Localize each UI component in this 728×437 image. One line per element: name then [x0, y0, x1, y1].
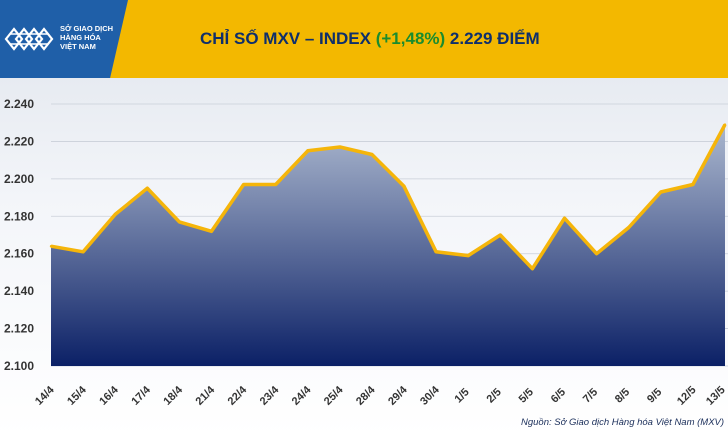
x-tick-label: 6/5 [549, 386, 568, 405]
y-tick-label: 2.180 [4, 209, 34, 223]
title-value: 2.229 ĐIỂM [449, 29, 540, 48]
area-layer [49, 123, 727, 366]
data-point [242, 183, 245, 186]
data-point [178, 220, 181, 224]
y-tick-label: 2.120 [4, 322, 34, 336]
title-change: (+1,48%) [375, 29, 446, 48]
x-tick-label: 7/5 [581, 386, 600, 405]
y-tick-label: 2.200 [4, 172, 34, 186]
logo: SỞ GIAO DỊCH HÀNG HÓA VIỆT NAM [0, 0, 128, 78]
data-point [691, 183, 695, 186]
data-point [210, 230, 213, 233]
logo-line-2: HÀNG HÓA [60, 33, 101, 42]
x-tick-label: 25/4 [322, 383, 346, 407]
data-point [306, 149, 309, 152]
y-tick-label: 2.140 [4, 284, 34, 298]
y-tick-label: 2.160 [4, 247, 34, 261]
data-point [434, 250, 438, 253]
data-point [659, 190, 662, 194]
x-tick-label: 2/5 [485, 386, 504, 405]
data-point [723, 123, 727, 126]
data-point [338, 145, 342, 149]
data-point [563, 217, 566, 220]
logo-text: SỞ GIAO DỊCH HÀNG HÓA VIỆT NAM [60, 24, 124, 51]
source-note: Nguồn: Sở Giao dịch Hàng hóa Việt Nam (M… [521, 417, 725, 428]
data-point [114, 213, 117, 216]
data-point [467, 254, 470, 257]
logo-line-3: VIỆT NAM [60, 42, 96, 51]
x-tick-label: 24/4 [290, 383, 314, 407]
data-point [531, 267, 534, 270]
data-point [274, 183, 277, 186]
x-tick-label: 8/5 [613, 386, 632, 405]
x-tick-label: 13/5 [704, 384, 728, 408]
series-line [50, 123, 727, 271]
x-tick-label: 22/4 [226, 383, 250, 407]
y-tick-label: 2.220 [4, 134, 34, 148]
header-banner: SỞ GIAO DỊCH HÀNG HÓA VIỆT NAM CHỈ SỐ MX… [0, 0, 728, 78]
data-point [499, 233, 502, 237]
data-point [595, 252, 598, 255]
data-point [402, 185, 406, 188]
x-tick-label: 9/5 [645, 386, 664, 405]
x-tick-label: 1/5 [452, 386, 471, 405]
data-point [627, 226, 630, 229]
mxv-index-chart: 2.100 2.120 2.140 2.160 2.180 2.200 2.220 2.240… [4, 97, 728, 408]
x-tick-label: 23/4 [258, 383, 282, 407]
x-tick-label: 15/4 [65, 383, 89, 407]
x-tick-label: 28/4 [354, 383, 378, 407]
title-prefix: CHỈ SỐ MXV – INDEX [200, 29, 371, 48]
logo-line-1: SỞ GIAO DỊCH [60, 24, 114, 33]
data-point [146, 187, 149, 190]
x-tick-label: 16/4 [97, 383, 121, 407]
x-tick-label: 30/4 [418, 383, 442, 407]
chart-title: CHỈ SỐ MXV – INDEX (+1,48%) 2.229 ĐIỂM [200, 29, 540, 49]
x-tick-label: 18/4 [161, 383, 185, 407]
data-point [49, 245, 53, 248]
data-point [81, 250, 85, 253]
x-tick-label: 29/4 [386, 383, 410, 407]
series-area [51, 124, 725, 366]
data-point [370, 153, 374, 156]
y-tick-label: 2.100 [4, 359, 34, 373]
y-tick-labels: 2.100 2.120 2.140 2.160 2.180 2.200 2.220 2.240 [4, 97, 34, 373]
x-tick-label: 12/5 [675, 384, 699, 408]
x-tick-labels: 14/4 15/4 16/4 17/4 18/4 21/4 22/4 23/4 24/4 25/4… [33, 383, 728, 407]
mxv-logo-icon [4, 27, 54, 51]
x-tick-label: 17/4 [129, 383, 153, 407]
x-tick-label: 5/5 [517, 386, 536, 405]
x-tick-label: 14/4 [33, 383, 57, 407]
x-tick-label: 21/4 [194, 383, 218, 407]
y-tick-label: 2.240 [4, 97, 34, 111]
